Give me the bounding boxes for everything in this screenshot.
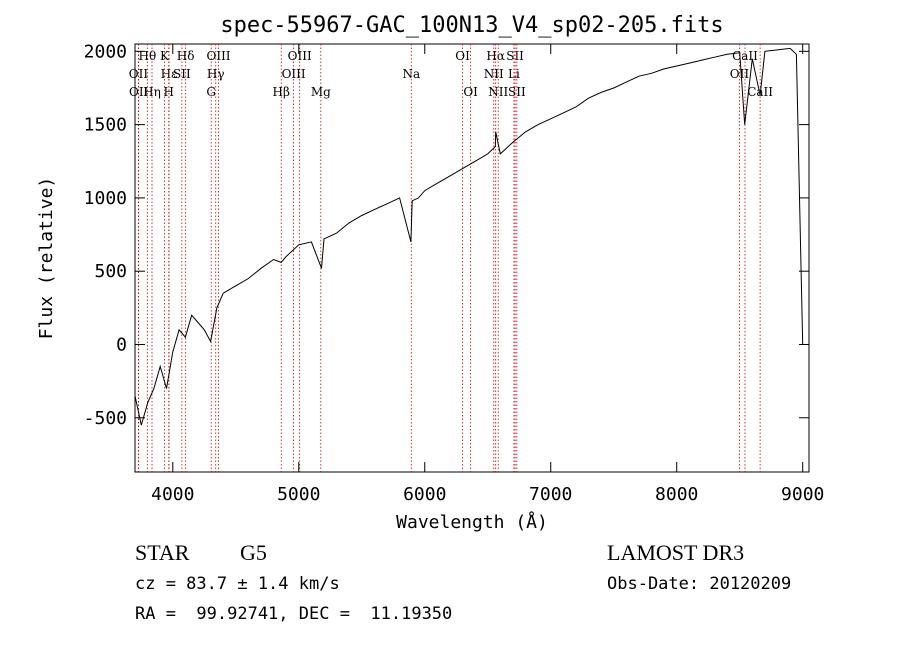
coordinates: RA = 99.92741, DEC = 11.19350 [135,604,453,624]
line-label: OIII [288,49,312,63]
line-label: OII [129,85,149,99]
survey-name: LAMOST DR3 [607,540,745,565]
line-label: Hε [161,67,178,81]
y-tick-label: 500 [94,261,127,282]
line-label: SII [173,67,191,81]
x-tick-label: 5000 [277,484,320,505]
line-label: OII [730,67,750,81]
y-tick-label: -500 [84,408,127,429]
line-label: Mg [311,85,331,99]
observation-date: Obs-Date: 20120209 [607,574,792,594]
line-label: Hη [143,85,161,99]
line-label: Li [508,67,520,81]
line-label: SII [506,49,524,63]
line-label: SII [508,85,526,99]
chart-title: spec-55967-GAC_100N13_V4_sp02-205.fits [220,13,723,38]
x-axis-label: Wavelength (Å) [396,511,548,533]
line-label: OI [455,49,470,63]
line-label: K [160,49,170,63]
line-label: Hγ [207,67,225,81]
line-label: Hα [486,49,505,63]
x-axis-ticks: 4000 5000 6000 7000 8000 9000 [151,44,824,505]
x-tick-label: 9000 [781,484,824,505]
x-tick-label: 7000 [529,484,572,505]
x-tick-label: 4000 [151,484,194,505]
line-label: OII [129,67,149,81]
y-tick-label: 0 [116,334,127,355]
x-tick-label: 6000 [403,484,446,505]
x-tick-label: 8000 [655,484,698,505]
plot-frame [134,43,810,473]
y-tick-label: 1000 [84,188,127,209]
line-label: G [206,85,216,99]
line-label: OIII [282,67,306,81]
redshift-value: cz = 83.7 ± 1.4 km/s [135,574,340,594]
line-label: Na [402,67,420,81]
line-label: Hβ [273,85,290,99]
y-axis-label: Flux (relative) [36,177,57,340]
line-label: H [164,85,174,99]
object-type: STAR [135,540,190,565]
line-label: Hδ [177,49,195,63]
line-label: NII [484,67,504,81]
line-label: OI [463,85,478,99]
spectrum-line [134,47,804,426]
object-subclass: G5 [240,540,267,565]
y-tick-label: 1500 [84,115,127,136]
line-label: NII [488,85,508,99]
line-label: OIII [206,49,230,63]
y-tick-label: 2000 [84,41,127,62]
line-label: CaII [732,49,758,63]
y-axis-ticks: -500 0 500 1000 1500 2000 [84,41,809,429]
spectrum-series [134,47,804,426]
